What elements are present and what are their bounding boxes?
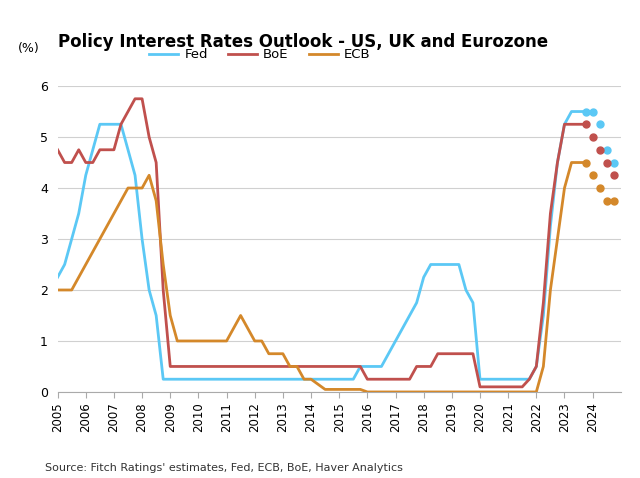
Text: (%): (%): [18, 43, 40, 55]
Text: Source: Fitch Ratings' estimates, Fed, ECB, BoE, Haver Analytics: Source: Fitch Ratings' estimates, Fed, E…: [45, 463, 403, 473]
Text: Policy Interest Rates Outlook - US, UK and Eurozone: Policy Interest Rates Outlook - US, UK a…: [58, 33, 548, 51]
Legend: Fed, BoE, ECB: Fed, BoE, ECB: [148, 48, 371, 61]
